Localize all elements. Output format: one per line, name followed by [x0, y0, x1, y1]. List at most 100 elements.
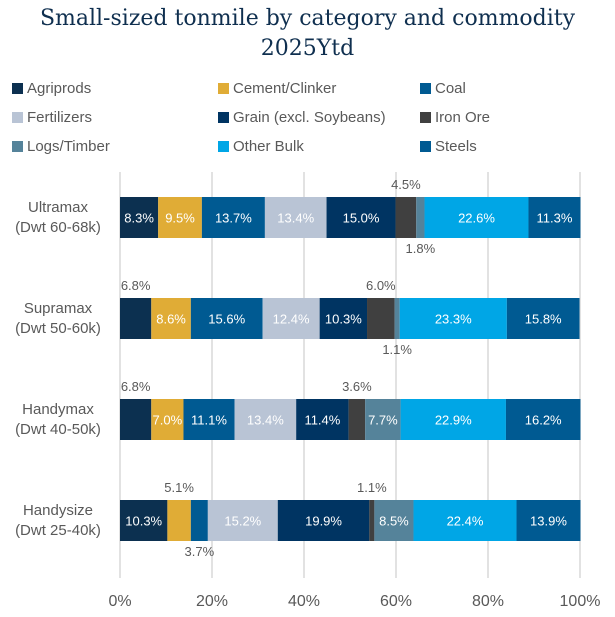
data-label: 6.0% — [366, 278, 396, 293]
data-label: 6.8% — [121, 379, 151, 394]
data-label: 4.5% — [391, 177, 421, 192]
data-label: 6.8% — [121, 278, 151, 293]
bar-segment — [264, 197, 327, 238]
legend-label: Cement/Clinker — [233, 80, 337, 97]
legend-label: Other Bulk — [233, 138, 304, 155]
legend-item: Logs/Timber — [12, 138, 110, 155]
data-label: 12.4% — [273, 312, 310, 327]
category-label: Handymax (Dwt 40-50k) — [2, 400, 114, 440]
legend-swatch — [12, 112, 23, 123]
data-label: 22.9% — [435, 413, 472, 428]
bar-segment — [400, 399, 506, 440]
data-label: 3.7% — [185, 544, 215, 559]
bar-segment — [416, 197, 425, 238]
data-label: 15.2% — [224, 514, 261, 529]
data-label: 3.6% — [342, 379, 372, 394]
data-label: 1.8% — [406, 241, 436, 256]
bar-segment — [262, 298, 320, 339]
legend-swatch — [420, 112, 431, 123]
legend-item: Steels — [420, 138, 477, 155]
category-label-line: Ultramax — [27, 198, 88, 216]
data-label: 7.7% — [368, 413, 398, 428]
legend-swatch — [420, 141, 431, 152]
legend-label: Fertilizers — [27, 109, 93, 126]
category-label-line: (Dwt 60-68k) — [15, 218, 101, 236]
legend-label: Iron Ore — [435, 109, 491, 126]
bar-segment — [365, 399, 401, 440]
chart-title: Small-sized tonmile by category and comm… — [39, 6, 576, 61]
legend-label: Coal — [435, 80, 466, 97]
category-label-line: (Dwt 25-40k) — [15, 521, 101, 539]
bar-segment — [234, 399, 297, 440]
x-tick-label: 0% — [108, 593, 131, 610]
bar-segment — [120, 399, 152, 440]
bar-segment — [413, 500, 517, 541]
data-label: 15.8% — [525, 312, 562, 327]
legend-label: Steels — [435, 138, 477, 155]
bar-segment — [167, 500, 191, 541]
legend-swatch — [218, 83, 229, 94]
legend-swatch — [218, 141, 229, 152]
category-label-line: (Dwt 40-50k) — [15, 420, 101, 438]
data-label: 15.6% — [208, 312, 245, 327]
data-label: 5.1% — [164, 480, 194, 495]
legend-item: Cement/Clinker — [218, 80, 336, 97]
data-label: 1.1% — [382, 342, 412, 357]
legend-item: Coal — [420, 80, 466, 97]
data-label: 13.7% — [215, 211, 252, 226]
data-label: 13.4% — [277, 211, 314, 226]
legend-swatch — [420, 83, 431, 94]
category-label-line: Handymax — [22, 400, 94, 418]
bar-segment — [369, 500, 375, 541]
bar-segment — [395, 197, 417, 238]
legend-item: Fertilizers — [12, 109, 92, 126]
category-label-line: Handysize — [22, 501, 94, 519]
legend-swatch — [218, 112, 229, 123]
data-label: 22.4% — [447, 514, 484, 529]
x-tick-label: 20% — [196, 593, 228, 610]
bar-segment — [367, 298, 395, 339]
x-tick-label: 80% — [472, 593, 504, 610]
x-tick-label: 60% — [380, 593, 412, 610]
bar-segment — [296, 399, 349, 440]
data-label: 13.9% — [530, 514, 567, 529]
data-label: 11.1% — [191, 413, 227, 428]
bar-segment — [120, 500, 168, 541]
data-label: 15.0% — [343, 211, 380, 226]
category-label: Ultramax (Dwt 60-68k) — [2, 198, 114, 238]
bar-segment — [399, 298, 507, 339]
data-label: 13.4% — [247, 413, 284, 428]
bar-segment — [506, 298, 580, 339]
bar-segment — [505, 399, 581, 440]
bar-segment — [207, 500, 278, 541]
legend-label: Grain (excl. Soybeans) — [233, 109, 386, 126]
bar-segment — [516, 500, 581, 541]
legend-label: Logs/Timber — [27, 138, 110, 155]
data-label: 8.6% — [156, 312, 186, 327]
bar-segment — [374, 500, 414, 541]
data-label: 9.5% — [165, 211, 195, 226]
bar-segment — [348, 399, 366, 440]
bar-segment — [394, 298, 400, 339]
legend-label: Agriprods — [27, 80, 92, 97]
data-label: 10.3% — [125, 514, 162, 529]
bar-segment — [183, 399, 235, 440]
x-tick-label: 40% — [288, 593, 320, 610]
data-label: 11.4% — [304, 413, 340, 428]
bar-segment — [277, 500, 370, 541]
bar-segment — [190, 500, 208, 541]
bar-segment — [120, 298, 152, 339]
category-label: Supramax (Dwt 50-60k) — [2, 299, 114, 339]
bar-segment — [190, 298, 263, 339]
legend-item: Agriprods — [12, 80, 91, 97]
bar-segment — [424, 197, 529, 238]
legend-item: Other Bulk — [218, 138, 304, 155]
data-label: 22.6% — [458, 211, 495, 226]
data-label: 16.2% — [525, 413, 562, 428]
data-label: 8.5% — [379, 514, 409, 529]
bar-segment — [151, 399, 184, 440]
category-label: Handysize (Dwt 25-40k) — [2, 501, 114, 541]
data-label: 11.3% — [537, 211, 573, 226]
x-tick-label: 100% — [560, 593, 601, 610]
data-label: 1.1% — [357, 480, 387, 495]
